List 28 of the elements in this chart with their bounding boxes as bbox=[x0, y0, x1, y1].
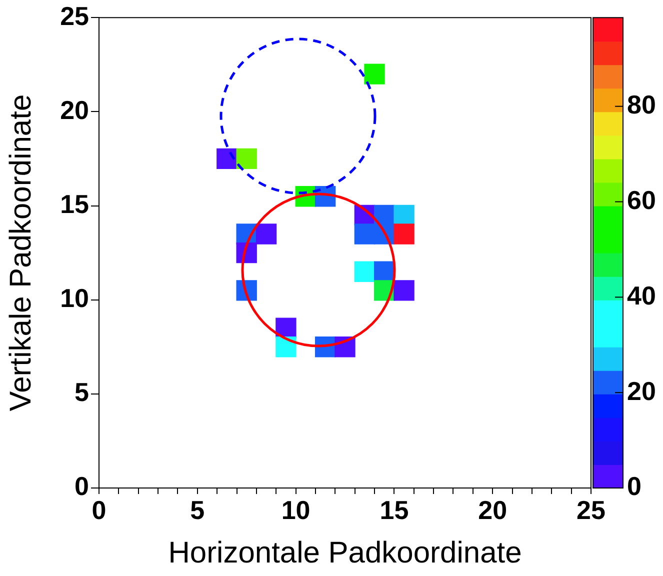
color-bar-label: 60 bbox=[627, 184, 656, 215]
y-tick-label: 5 bbox=[74, 377, 89, 408]
x-tick-label: 10 bbox=[281, 494, 310, 525]
y-tick-label: 0 bbox=[74, 471, 89, 502]
y-tick-label: 20 bbox=[60, 94, 89, 125]
point bbox=[394, 204, 414, 226]
color-bar-label: 80 bbox=[627, 90, 656, 120]
point bbox=[394, 280, 414, 301]
point bbox=[364, 64, 385, 84]
x-tick-label: 25 bbox=[576, 494, 606, 525]
point bbox=[236, 148, 257, 170]
point bbox=[256, 224, 277, 244]
point bbox=[394, 224, 414, 244]
y-tick-label: 10 bbox=[60, 283, 89, 314]
point bbox=[354, 261, 376, 282]
point bbox=[276, 336, 296, 358]
x-tick-label: 5 bbox=[190, 494, 205, 525]
x-tick-label: 15 bbox=[380, 494, 409, 525]
point bbox=[354, 224, 376, 244]
point bbox=[216, 148, 238, 170]
x-tick-label: 20 bbox=[478, 494, 508, 525]
y-tick-label: 25 bbox=[60, 0, 89, 31]
color-bar-label: 20 bbox=[627, 376, 656, 406]
y-axis-title: Vertikale Padkoordinate bbox=[4, 94, 38, 412]
y-tick-label: 15 bbox=[60, 188, 89, 219]
color-bar-label: 40 bbox=[627, 280, 656, 310]
color-bar-label: 0 bbox=[627, 471, 642, 502]
x-axis-title: Horizontale Padkoordinate bbox=[168, 536, 522, 570]
